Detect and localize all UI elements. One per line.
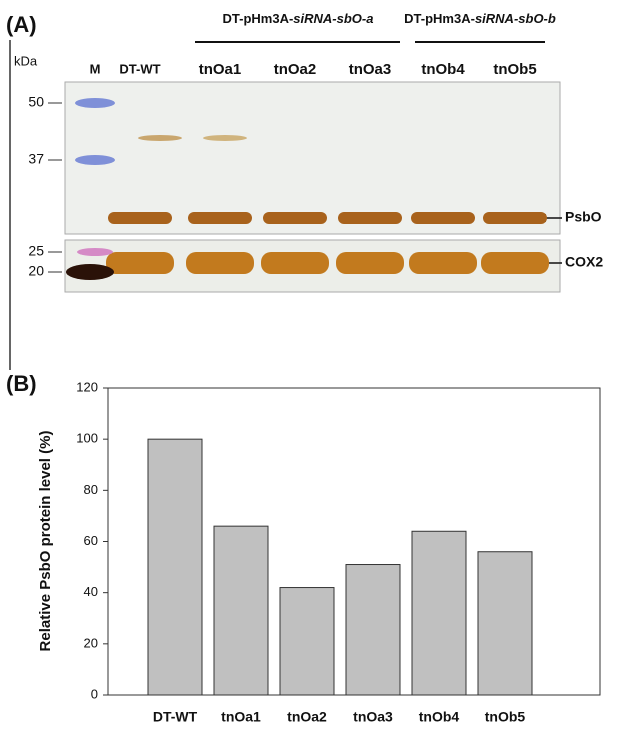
gel-upper <box>64 81 561 235</box>
band <box>411 212 475 224</box>
band <box>409 252 477 274</box>
y-tick-label: 60 <box>84 533 98 548</box>
band <box>138 135 182 141</box>
lane-label: tnOa3 <box>349 61 392 78</box>
band <box>483 212 547 224</box>
band <box>188 212 252 224</box>
group-label-italic: siRNA-sbO-a <box>293 11 373 26</box>
lane-label: M <box>90 61 101 76</box>
marker-label: 50 <box>28 94 44 110</box>
band <box>106 252 174 274</box>
y-tick-label: 100 <box>76 431 98 446</box>
band <box>261 252 329 274</box>
band-label: PsbO <box>565 209 602 225</box>
band <box>481 252 549 274</box>
band <box>263 212 327 224</box>
panel-label: (A) <box>6 12 37 37</box>
lane-label: tnOb4 <box>421 61 465 78</box>
group-label-italic: siRNA-sbO-b <box>475 11 556 26</box>
y-tick-label: 40 <box>84 584 98 599</box>
marker-label: 20 <box>28 263 44 279</box>
band <box>203 135 247 141</box>
band <box>338 212 402 224</box>
band-label: COX2 <box>565 254 603 270</box>
x-tick-label: DT-WT <box>153 709 198 725</box>
marker-label: 37 <box>28 151 44 167</box>
bar <box>345 564 401 696</box>
lane-label: tnOb5 <box>493 61 536 78</box>
lane-label: DT-WT <box>119 61 160 76</box>
group-label-text: DT-pHm3A- <box>223 11 294 26</box>
unit-label: kDa <box>14 53 38 68</box>
band <box>336 252 404 274</box>
bar <box>213 525 269 696</box>
y-tick-label: 20 <box>84 635 98 650</box>
y-tick-label: 0 <box>91 686 98 701</box>
y-tick-label: 120 <box>76 379 98 394</box>
y-tick-label: 80 <box>84 482 98 497</box>
x-tick-label: tnOa1 <box>221 709 261 725</box>
band <box>108 212 172 224</box>
marker-band <box>75 155 115 165</box>
lane-label: tnOa2 <box>274 61 317 78</box>
marker-band <box>77 248 113 256</box>
marker-band <box>75 98 115 108</box>
x-tick-label: tnOa2 <box>287 709 327 725</box>
bar <box>411 530 467 696</box>
bar <box>279 587 335 696</box>
marker-label: 25 <box>28 243 44 259</box>
bar <box>147 438 203 696</box>
marker-band <box>66 264 114 280</box>
y-axis-label: Relative PsbO protein level (%) <box>37 431 54 652</box>
group-label: DT-pHm3A-siRNA-sbO-a <box>223 11 374 26</box>
group-label: DT-pHm3A-siRNA-sbO-b <box>404 11 556 26</box>
band <box>186 252 254 274</box>
lane-label: tnOa1 <box>199 61 242 78</box>
panel-label: (B) <box>6 371 37 396</box>
bar <box>477 551 533 696</box>
group-label-text: DT-pHm3A- <box>404 11 475 26</box>
x-tick-label: tnOb4 <box>419 709 460 725</box>
x-tick-label: tnOb5 <box>485 709 526 725</box>
x-tick-label: tnOa3 <box>353 709 393 725</box>
